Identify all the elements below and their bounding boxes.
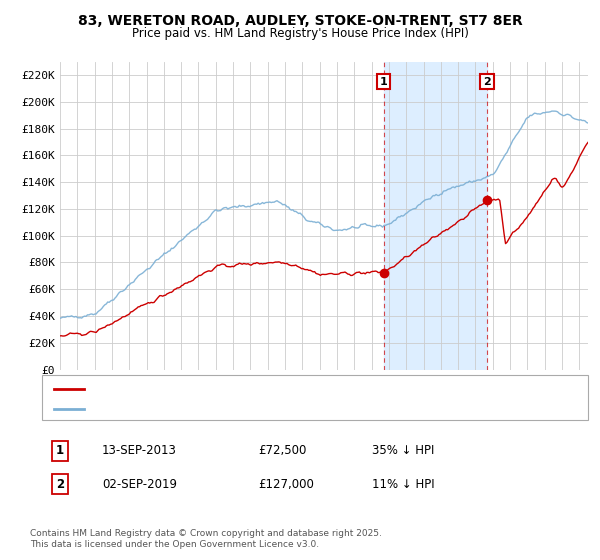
Text: 11% ↓ HPI: 11% ↓ HPI [372, 478, 434, 491]
Text: 2: 2 [483, 77, 491, 87]
Bar [384, 62, 487, 370]
Text: Price paid vs. HM Land Registry's House Price Index (HPI): Price paid vs. HM Land Registry's House … [131, 27, 469, 40]
Text: 02-SEP-2019: 02-SEP-2019 [102, 478, 177, 491]
Text: £127,000: £127,000 [258, 478, 314, 491]
Text: 13-SEP-2013: 13-SEP-2013 [102, 444, 177, 458]
Text: Contains HM Land Registry data © Crown copyright and database right 2025.
This d: Contains HM Land Registry data © Crown c… [30, 529, 382, 549]
Text: 35% ↓ HPI: 35% ↓ HPI [372, 444, 434, 458]
Text: 2: 2 [56, 478, 64, 491]
Text: 1: 1 [380, 77, 388, 87]
Text: HPI: Average price, semi-detached house, Newcastle-under-Lyme: HPI: Average price, semi-detached house,… [90, 404, 430, 414]
Text: 83, WERETON ROAD, AUDLEY, STOKE-ON-TRENT, ST7 8ER: 83, WERETON ROAD, AUDLEY, STOKE-ON-TRENT… [77, 14, 523, 28]
Text: 1: 1 [56, 444, 64, 458]
Text: 83, WERETON ROAD, AUDLEY, STOKE-ON-TRENT, ST7 8ER (semi-detached house): 83, WERETON ROAD, AUDLEY, STOKE-ON-TRENT… [90, 384, 515, 394]
Text: £72,500: £72,500 [258, 444, 307, 458]
